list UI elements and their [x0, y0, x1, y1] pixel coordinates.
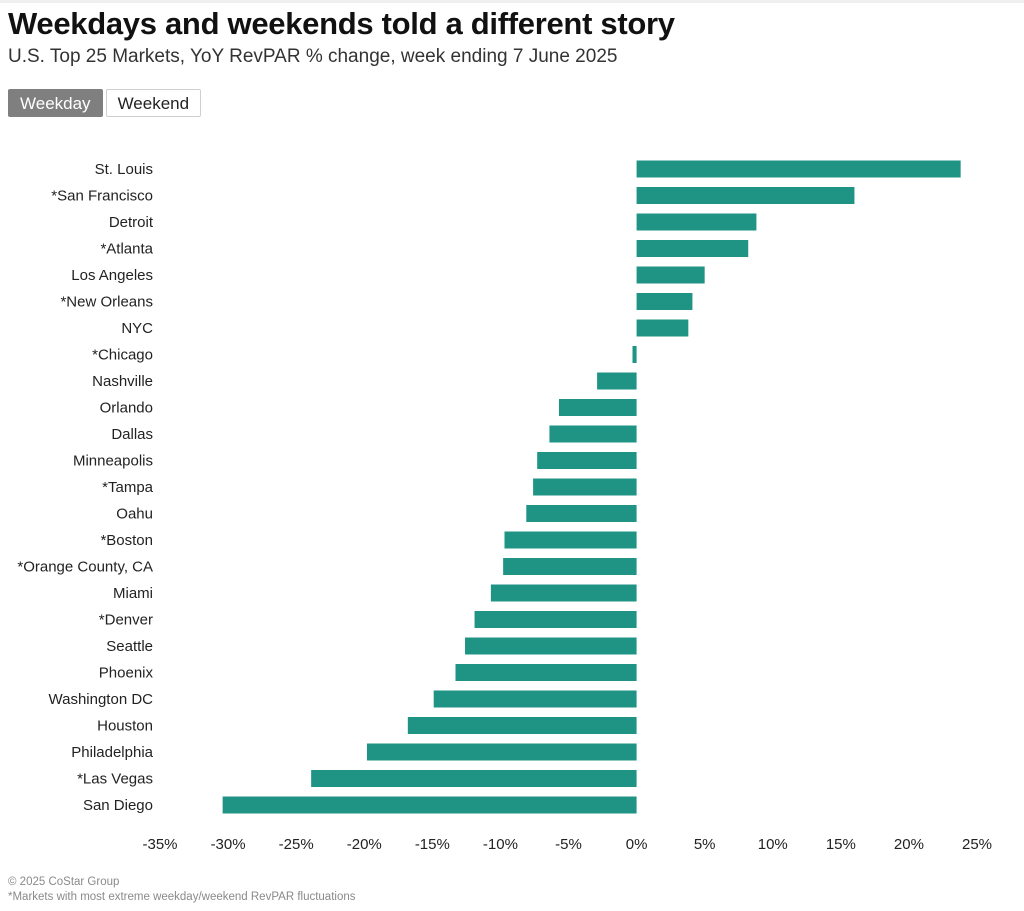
category-label: Washington DC: [49, 691, 154, 708]
category-label: Phoenix: [99, 665, 154, 682]
data-bar[interactable]: [366, 743, 637, 761]
x-tick-label: -25%: [279, 836, 314, 853]
revpar-bar-chart: St. Louis *San Francisco Detroit *Atlanta Lo…: [17, 160, 992, 853]
category-label: *Tampa: [102, 479, 154, 496]
x-tick-label: -35%: [142, 836, 177, 853]
data-bar[interactable]: [636, 187, 855, 204]
category-label: *Las Vegas: [77, 771, 153, 788]
category-label: Minneapolis: [73, 453, 153, 470]
x-tick-label: -15%: [415, 836, 450, 853]
data-bar[interactable]: [636, 293, 693, 310]
data-bar[interactable]: [632, 346, 637, 363]
data-bar[interactable]: [533, 478, 637, 496]
category-label: Nashville: [92, 373, 153, 390]
data-bar[interactable]: [503, 558, 637, 575]
x-tick-label: 0%: [626, 836, 648, 853]
category-label: *Orange County, CA: [17, 559, 153, 576]
x-tick-label: 5%: [694, 836, 716, 853]
chart-subtitle: U.S. Top 25 Markets, YoY RevPAR % change…: [8, 46, 618, 67]
data-bar[interactable]: [311, 770, 637, 787]
copyright-note: © 2025 CoStar Group: [8, 876, 120, 888]
data-bar[interactable]: [597, 372, 637, 390]
category-label: Seattle: [106, 638, 153, 655]
data-bar[interactable]: [222, 796, 637, 814]
x-tick-label: -5%: [555, 836, 582, 853]
x-tick-label: 10%: [758, 836, 788, 853]
category-label: *Chicago: [92, 347, 153, 364]
category-label: St. Louis: [95, 161, 153, 178]
data-bar[interactable]: [636, 213, 757, 231]
category-label: San Diego: [83, 797, 153, 814]
x-tick-label: -20%: [347, 836, 382, 853]
category-label: Dallas: [111, 426, 153, 443]
weekday-weekend-toggle: Weekday Weekend: [8, 89, 202, 117]
data-bar[interactable]: [549, 425, 637, 443]
data-bar[interactable]: [407, 717, 637, 734]
chart-title: Weekdays and weekends told a different s…: [8, 6, 675, 41]
category-label: NYC: [121, 320, 153, 337]
data-bar[interactable]: [636, 266, 705, 284]
data-bar[interactable]: [490, 584, 637, 602]
data-bar[interactable]: [455, 664, 637, 681]
data-bar[interactable]: [433, 690, 637, 708]
category-label: Philadelphia: [71, 744, 153, 761]
data-bar[interactable]: [558, 399, 637, 416]
data-bar[interactable]: [526, 505, 637, 522]
data-bar[interactable]: [504, 531, 637, 549]
data-bar[interactable]: [537, 452, 637, 469]
category-label: Los Angeles: [71, 267, 153, 284]
x-tick-label: -30%: [211, 836, 246, 853]
data-bar[interactable]: [474, 611, 637, 628]
x-tick-label: 25%: [962, 836, 992, 853]
data-bar[interactable]: [636, 160, 961, 178]
category-label: *New Orleans: [60, 294, 153, 311]
category-label: Miami: [113, 585, 153, 602]
category-label: Houston: [97, 718, 153, 735]
data-bar[interactable]: [636, 319, 689, 337]
footnote: *Markets with most extreme weekday/weeke…: [8, 891, 356, 903]
top-border: [0, 0, 1024, 3]
data-bar[interactable]: [465, 637, 637, 655]
category-label: Detroit: [109, 214, 154, 231]
x-tick-label: 15%: [826, 836, 856, 853]
weekday-toggle-button[interactable]: Weekday: [8, 89, 103, 117]
weekend-toggle-button[interactable]: Weekend: [105, 89, 202, 117]
category-label: Orlando: [100, 400, 153, 417]
category-label: *San Francisco: [51, 188, 153, 205]
category-label: *Boston: [100, 532, 153, 549]
x-tick-label: 20%: [894, 836, 924, 853]
x-tick-label: -10%: [483, 836, 518, 853]
category-label: *Atlanta: [100, 241, 153, 258]
category-label: Oahu: [116, 506, 153, 523]
category-label: *Denver: [99, 612, 153, 629]
data-bar[interactable]: [636, 240, 749, 257]
